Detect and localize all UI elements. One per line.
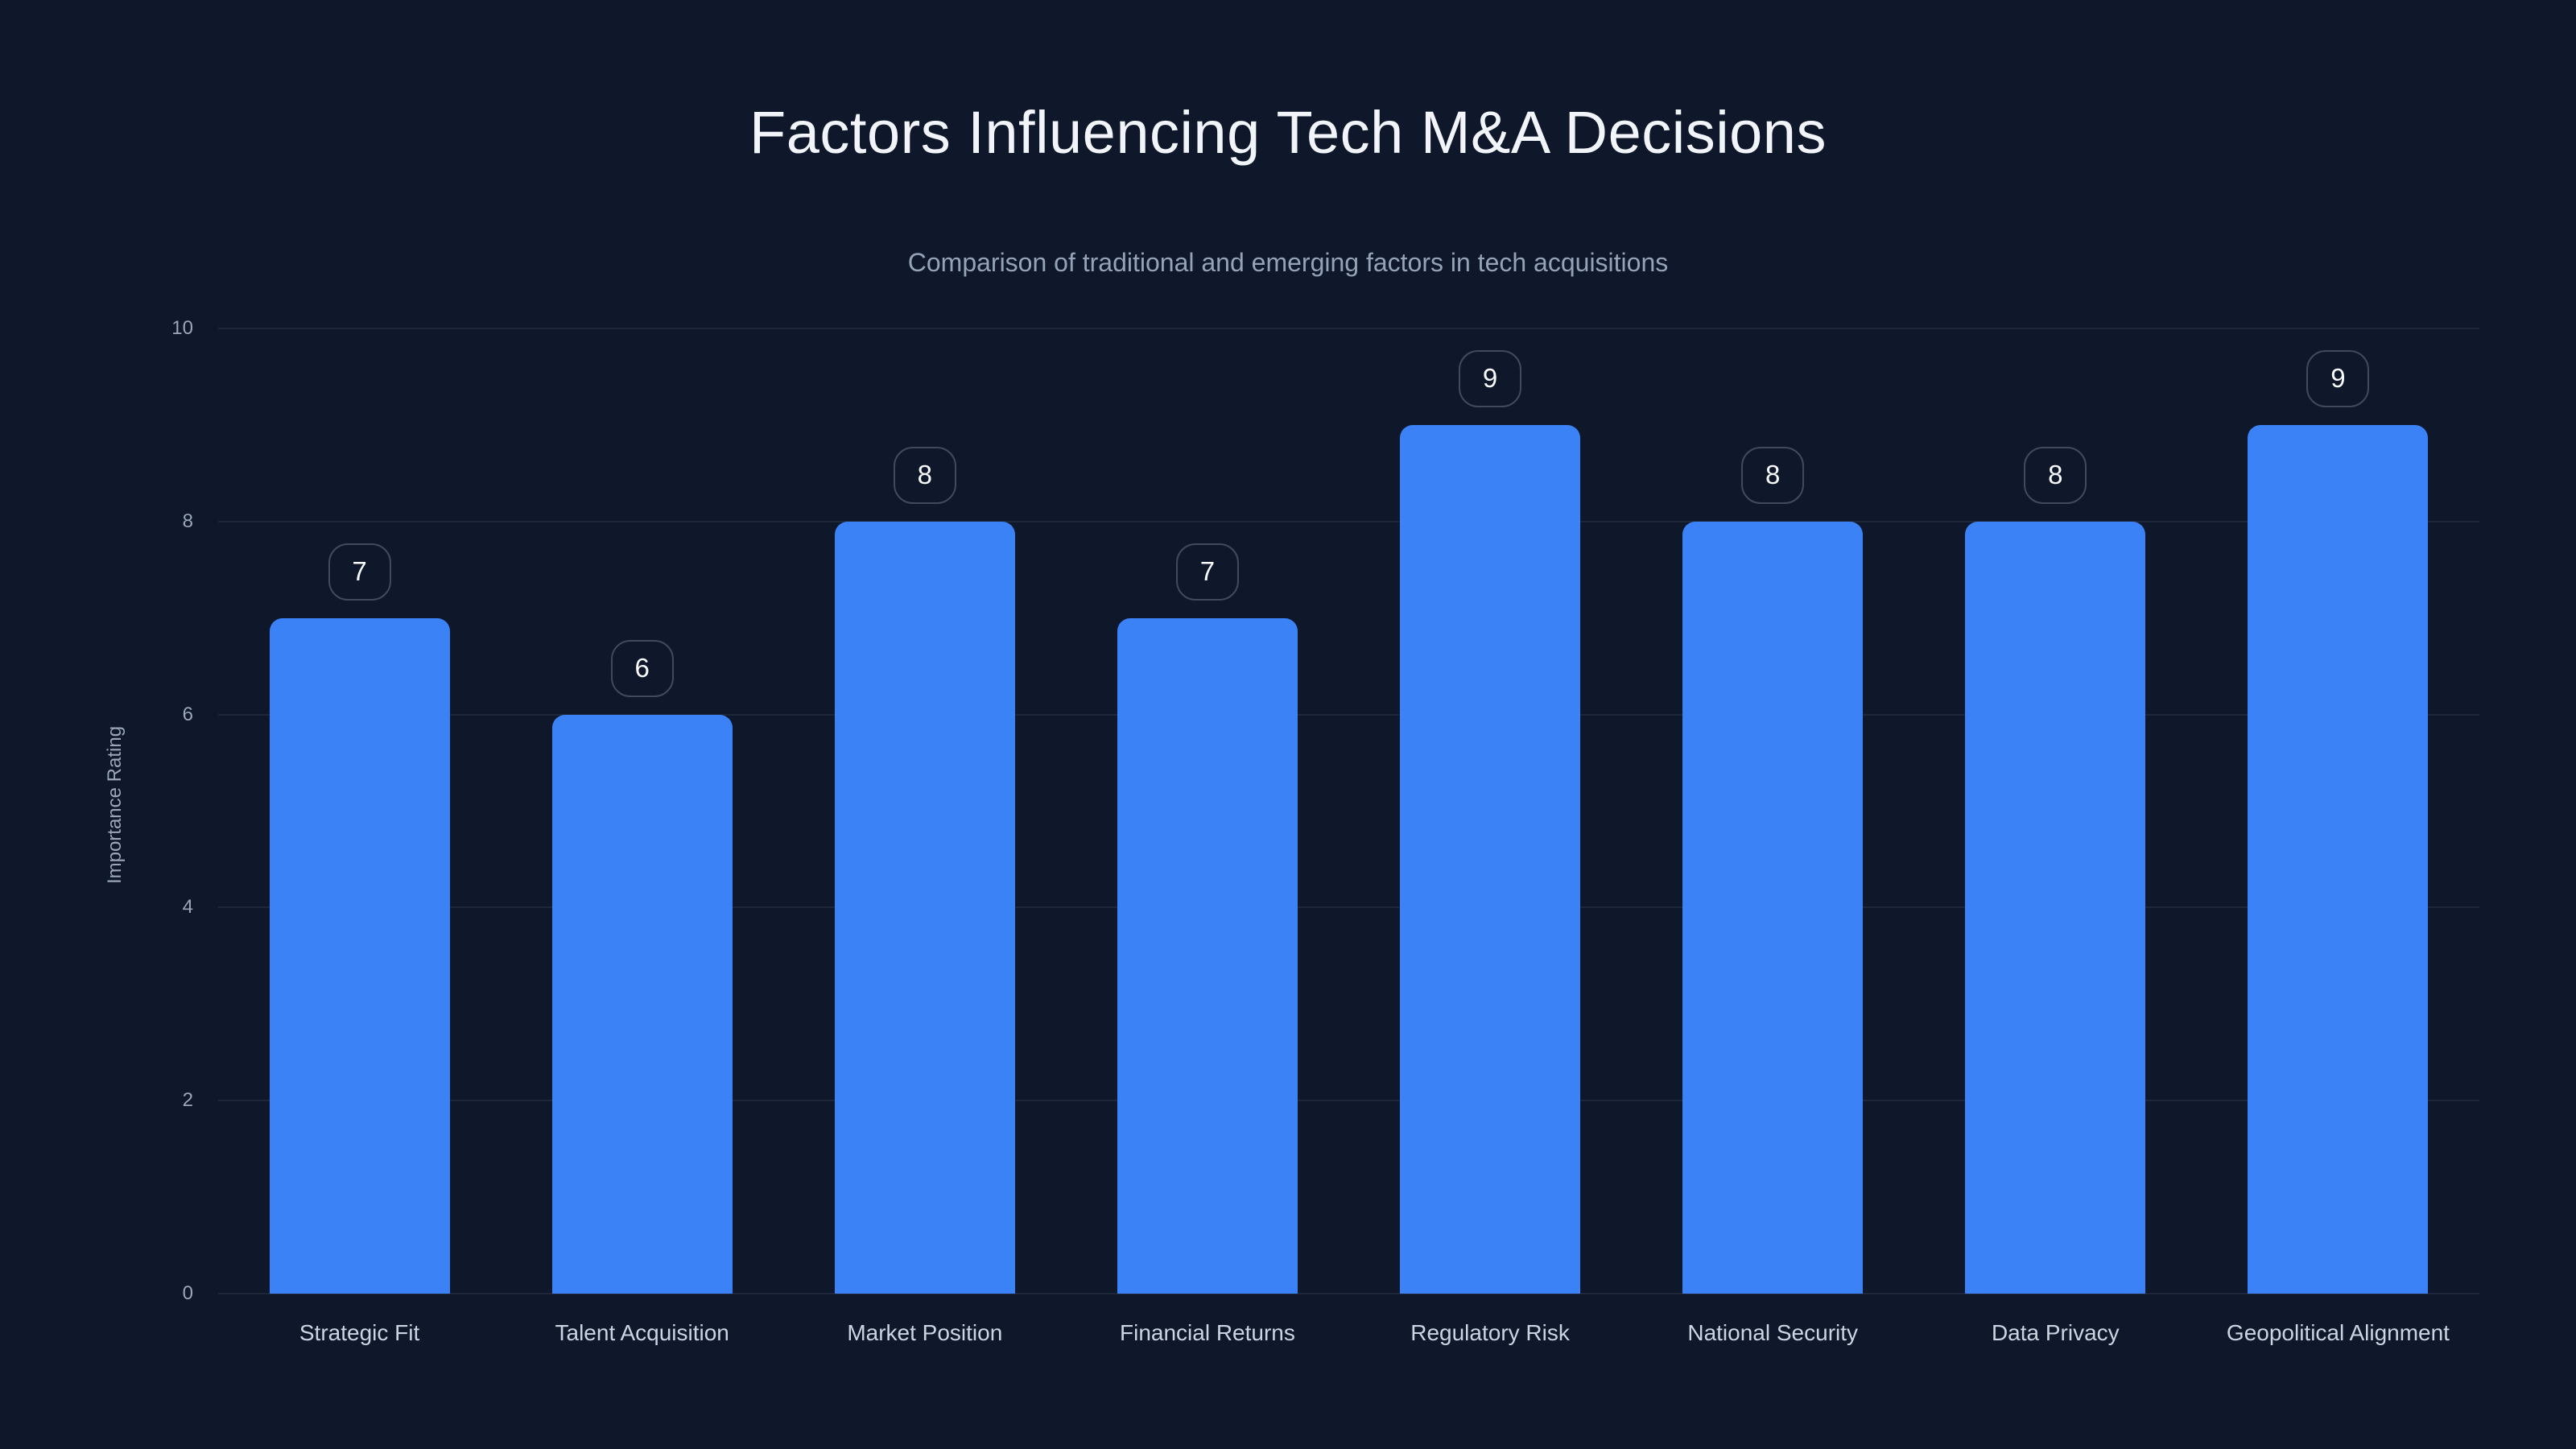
value-label-badge: 7 [1175, 543, 1239, 601]
bar-strategic-fit[interactable] [269, 617, 450, 1294]
x-axis-label-talent-acquisition: Talent Acquisition [555, 1320, 729, 1345]
y-tick-label-2: 2 [182, 1089, 193, 1112]
chart-subtitle: Comparison of traditional and emerging f… [907, 248, 1669, 277]
x-axis-label-strategic-fit: Strategic Fit [299, 1320, 420, 1345]
value-label-badge: 9 [2306, 349, 2370, 407]
x-axis-label-regulatory-risk: Regulatory Risk [1410, 1320, 1570, 1345]
bar-geopolitical-alignment[interactable] [2248, 424, 2429, 1294]
y-tick-label-4: 4 [182, 896, 193, 919]
y-axis-title: Importance Rating [104, 725, 126, 885]
x-axis-label-national-security: National Security [1687, 1320, 1859, 1345]
value-label-badge: 7 [328, 543, 391, 601]
bar-national-security[interactable] [1682, 521, 1864, 1294]
gridline-y-6 [218, 713, 2479, 716]
bar-data-privacy[interactable] [1965, 521, 2146, 1294]
gridline-y-10 [218, 328, 2479, 329]
gridline-y-4 [218, 906, 2479, 909]
bar-regulatory-risk[interactable] [1400, 424, 1581, 1294]
gridline-y-2 [218, 1100, 2479, 1102]
y-tick-label-6: 6 [182, 703, 193, 725]
plot-area: 7 6 8 7 9 8 8 9 [218, 328, 2479, 1294]
value-label-badge: 8 [893, 446, 956, 504]
bar-market-position[interactable] [834, 521, 1015, 1294]
bar-talent-acquisition[interactable] [551, 714, 733, 1294]
y-tick-label-0: 0 [182, 1282, 193, 1304]
gridline-y-8 [218, 520, 2479, 522]
x-axis-label-financial-returns: Financial Returns [1120, 1320, 1295, 1345]
value-label-badge: 8 [1741, 446, 1805, 504]
chart-title: Factors Influencing Tech M&A Decisions [749, 99, 1827, 166]
x-axis-label-geopolitical-alignment: Geopolitical Alignment [2226, 1320, 2450, 1345]
value-label-badge: 6 [610, 639, 674, 697]
y-tick-label-8: 8 [182, 510, 193, 532]
bar-financial-returns[interactable] [1117, 617, 1298, 1294]
value-label-badge: 9 [1459, 349, 1522, 407]
value-label-badge: 8 [2024, 446, 2087, 504]
x-axis-label-market-position: Market Position [847, 1320, 1003, 1345]
y-tick-label-10: 10 [171, 317, 193, 339]
x-axis-label-data-privacy: Data Privacy [1991, 1320, 2120, 1345]
gridline-y-0 [218, 1293, 2479, 1294]
